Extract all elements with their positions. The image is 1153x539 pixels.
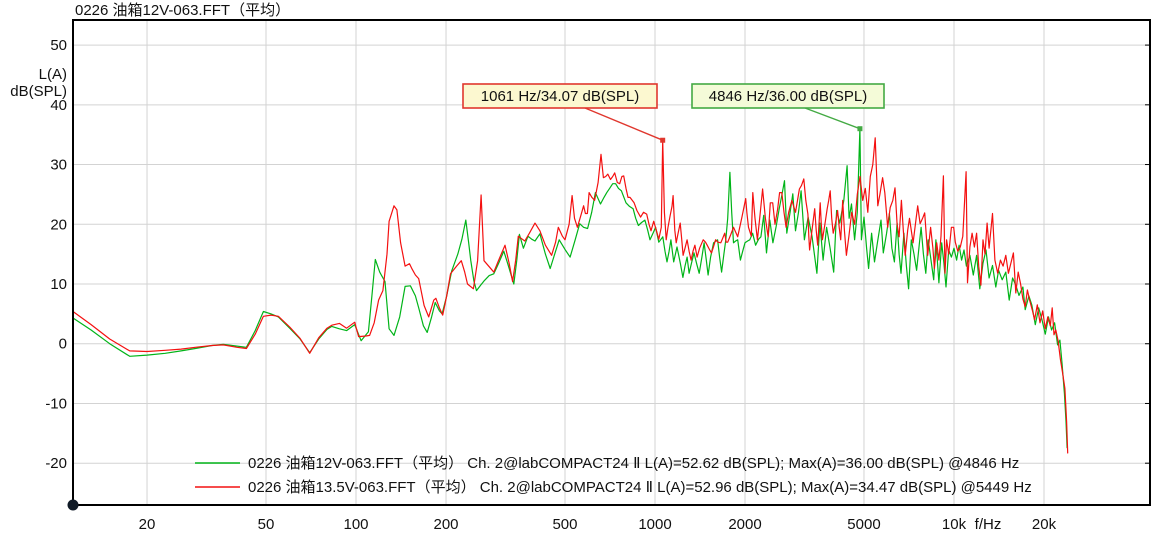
x-tick-label: 20k	[1032, 516, 1057, 533]
annotation-leader-line	[804, 107, 861, 130]
y-tick-label: -10	[45, 395, 67, 412]
annotation-box[interactable]	[691, 83, 885, 109]
x-tick-label: 1000	[638, 516, 671, 533]
annotation-label: 1061 Hz/34.07 dB(SPL)	[481, 88, 639, 105]
x-tick-label: 2000	[728, 516, 761, 533]
x-tick-label: 50	[258, 516, 275, 533]
x-tick-label: 500	[552, 516, 577, 533]
series-layer	[72, 128, 1069, 454]
annotation-leader-line	[584, 107, 663, 141]
annotation-point-marker	[857, 126, 863, 132]
y-tick-label: 10	[50, 276, 67, 293]
series-line-red	[72, 137, 1069, 454]
origin-handle-dot[interactable]	[67, 499, 79, 511]
annotations-layer: 1061 Hz/34.07 dB(SPL) 4846 Hz/36.00 dB(SP…	[462, 83, 885, 143]
y-tick-label: 40	[50, 97, 67, 114]
x-tick-label: 20	[139, 516, 156, 533]
annotation-label: 4846 Hz/36.00 dB(SPL)	[709, 88, 867, 105]
annotation-point-marker	[660, 137, 666, 143]
x-tick-label: 100	[343, 516, 368, 533]
plot-frame	[67, 19, 1151, 511]
x-axis-unit-label: f/Hz	[975, 516, 1002, 533]
x-tick-label: 5000	[847, 516, 880, 533]
series-line-green	[72, 128, 1068, 449]
y-tick-label: 50	[50, 37, 67, 54]
y-tick-label: 30	[50, 157, 67, 174]
x-tick-label: 10k	[942, 516, 967, 533]
chart-title: 0226 油箱12V-063.FFT（平均）	[75, 2, 290, 19]
legend: 0226 油箱12V-063.FFT（平均） Ch. 2@labCOMPACT2…	[195, 455, 1032, 496]
y-axis-title-line2: dB(SPL)	[10, 83, 67, 100]
y-tick-label: 20	[50, 216, 67, 233]
legend-label: 0226 油箱13.5V-063.FFT（平均） Ch. 2@labCOMPAC…	[248, 479, 1032, 496]
x-tick-label: 200	[433, 516, 458, 533]
y-axis-title-line1: L(A)	[39, 66, 67, 83]
plot-border	[72, 19, 1151, 506]
legend-label: 0226 油箱12V-063.FFT（平均） Ch. 2@labCOMPACT2…	[248, 455, 1019, 472]
y-tick-label: 0	[59, 336, 67, 353]
y-tick-label: -20	[45, 455, 67, 472]
annotation-box[interactable]	[462, 83, 658, 109]
